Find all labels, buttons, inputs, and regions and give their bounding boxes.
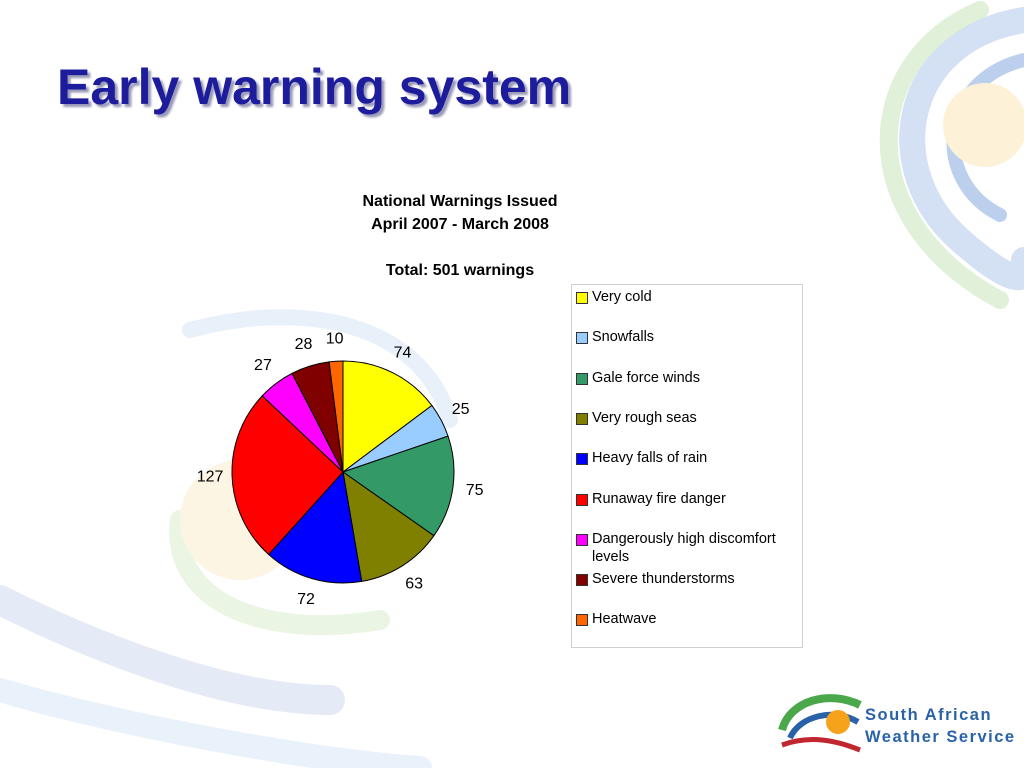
legend-label: Dangerously high discomfort levels — [592, 530, 776, 565]
pie-slice — [231, 395, 344, 556]
legend-label: Gale force winds — [592, 369, 700, 386]
legend-item: Snowfalls — [576, 328, 798, 346]
pie-slice — [267, 470, 363, 584]
logo-text: South African — [865, 706, 993, 724]
data-label: 25 — [452, 401, 470, 418]
legend-item: Heavy falls of rain — [576, 449, 798, 467]
legend-item: Very cold — [576, 288, 798, 306]
pie-slice — [342, 470, 435, 582]
legend-swatch — [576, 332, 588, 345]
data-label: 75 — [466, 482, 484, 499]
data-label: 63 — [405, 576, 423, 593]
slide-title: Early warning system — [57, 59, 572, 115]
legend-item: Severe thunderstorms — [576, 570, 798, 588]
legend-item: Runaway fire danger — [576, 490, 798, 508]
legend-item: Very rough seas — [576, 409, 798, 427]
legend-label: Severe thunderstorms — [592, 571, 735, 588]
legend-item: Heatwave — [576, 610, 798, 628]
data-label: 72 — [297, 591, 315, 608]
legend-swatch — [576, 493, 588, 506]
legend: Very cold Snowfalls Gale force winds Very r… — [571, 284, 803, 648]
legend-swatch — [576, 574, 588, 587]
pie-slice — [328, 360, 344, 473]
legend-item: Gale force winds — [576, 369, 798, 387]
legend-label: Very cold — [592, 289, 652, 305]
data-label: 10 — [326, 330, 344, 347]
legend-label: Heatwave — [592, 611, 657, 628]
legend-swatch — [576, 533, 588, 546]
legend-label: Snowfalls — [592, 329, 655, 346]
legend-label: Very rough seas — [592, 409, 697, 426]
chart-title: National Warnings Issued — [362, 193, 558, 210]
legend-swatch — [576, 614, 588, 627]
legend-item: Dangerously high discomfort levels — [576, 530, 798, 566]
data-label: 28 — [295, 336, 313, 353]
logo-mark — [778, 694, 862, 753]
data-label: 74 — [394, 344, 412, 361]
logo-text: Weather Service — [865, 728, 1016, 746]
data-label: 27 — [254, 357, 272, 374]
legend-label: Heavy falls of rain — [592, 450, 708, 467]
pie-slice — [342, 360, 433, 473]
legend-label: Runaway fire danger — [592, 490, 726, 507]
legend-swatch — [576, 412, 588, 425]
legend-swatch — [576, 453, 588, 466]
pie-slice — [341, 435, 455, 537]
chart-annotation: Total: 501 warnings — [385, 262, 535, 279]
data-label: 127 — [197, 469, 224, 486]
chart-subtitle: April 2007 - March 2008 — [371, 216, 549, 233]
legend-swatch — [576, 292, 588, 304]
legend-swatch — [576, 372, 588, 385]
